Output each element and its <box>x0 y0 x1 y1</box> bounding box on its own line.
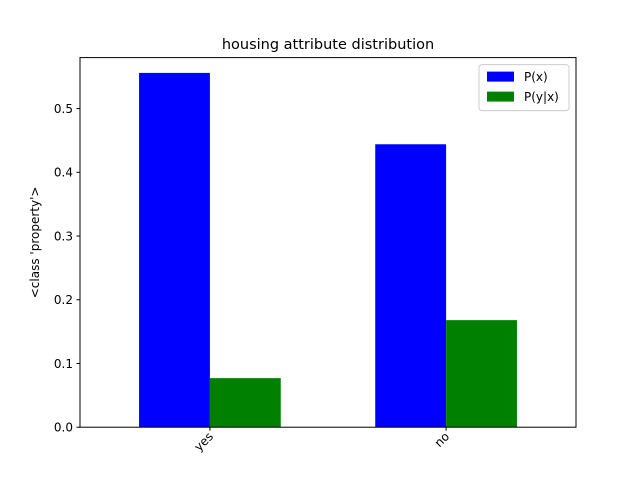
x-tick-label-yes: yes <box>191 429 216 454</box>
y-tick-label: 0.3 <box>54 229 73 243</box>
y-tick-label: 0.2 <box>54 293 73 307</box>
x-axis: yes no <box>191 427 452 454</box>
bar-p-y-x--yes <box>209 378 281 428</box>
plot-frame <box>79 57 577 428</box>
y-tick-label: 0.1 <box>54 357 73 371</box>
y-tick-label: 0.0 <box>54 421 73 435</box>
legend-entry-label: P(x) <box>524 70 548 84</box>
bar-p-x--no <box>375 144 447 428</box>
legend-swatch <box>487 71 514 82</box>
y-tick-label: 0.4 <box>54 166 73 180</box>
y-axis-label: <class 'property'> <box>28 187 42 299</box>
y-tick-label: 0.5 <box>54 102 73 116</box>
legend: P(x) P(y|x) <box>478 64 570 112</box>
legend-entry-label: P(y|x) <box>524 90 559 104</box>
y-axis: 0.0 0.1 0.2 0.3 0.4 0.5 <box>54 102 80 435</box>
bar-p-y-x--no <box>446 320 517 428</box>
bar-p-x--yes <box>139 72 210 428</box>
chart-title: housing attribute distribution <box>222 37 434 53</box>
x-tick-label-no: no <box>432 429 452 449</box>
legend-swatch <box>487 91 514 102</box>
bars-group <box>139 72 517 428</box>
